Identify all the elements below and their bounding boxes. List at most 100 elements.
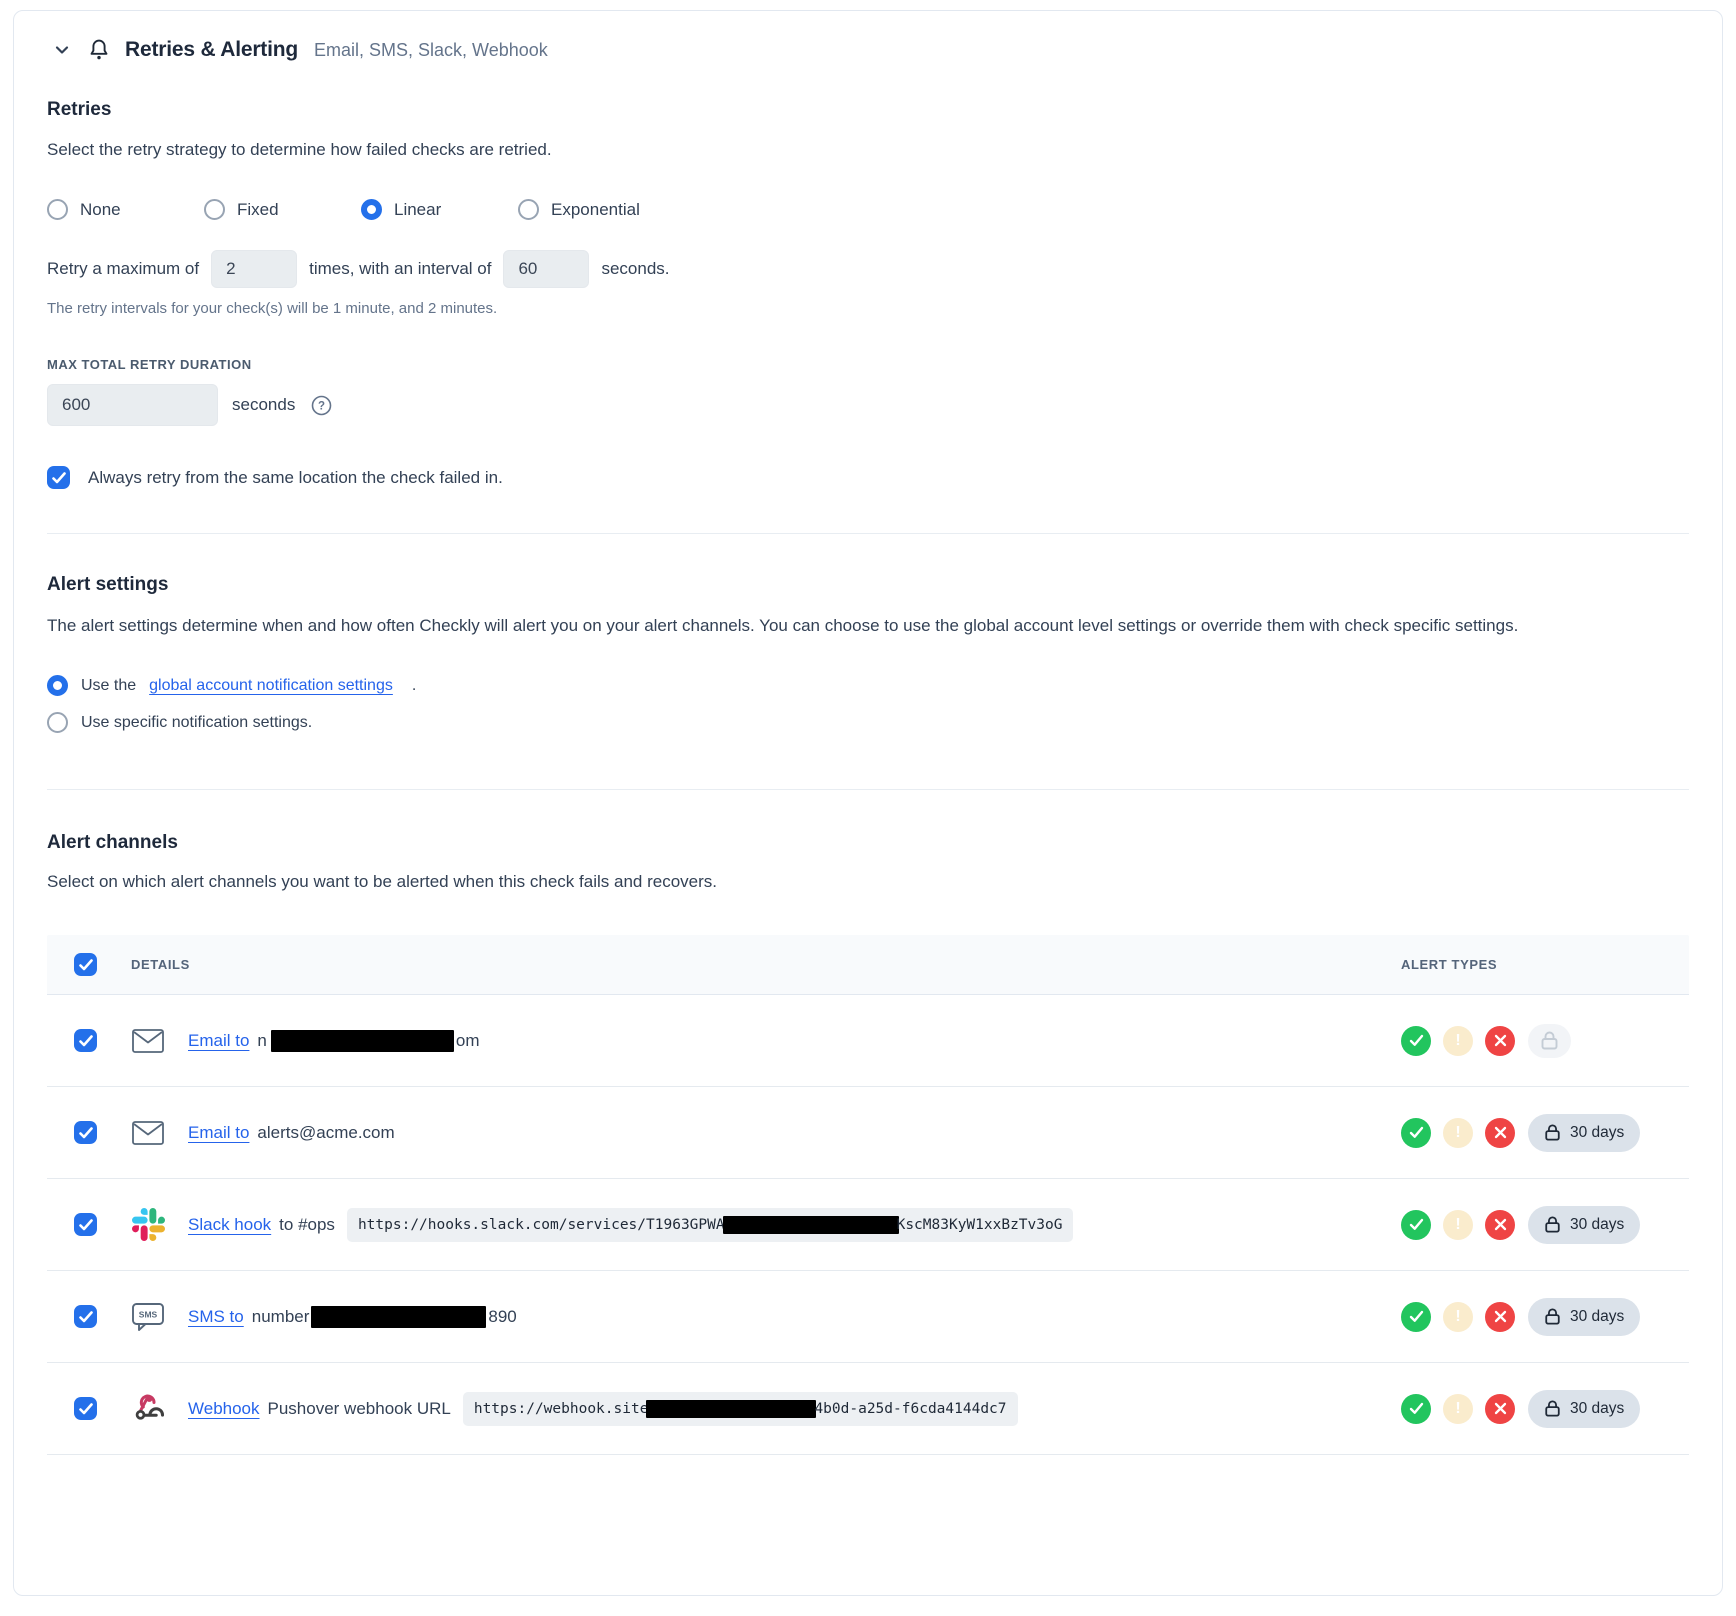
degraded-warning-icon[interactable]: ! (1443, 1209, 1473, 1240)
channel-link[interactable]: Slack hook (188, 1214, 272, 1234)
alert-types-cluster: ! 30 days (1401, 1205, 1651, 1244)
retries-description: Select the retry strategy to determine h… (47, 140, 552, 159)
max-retries-input[interactable] (211, 250, 298, 288)
failure-x-icon[interactable] (1485, 1117, 1515, 1148)
same-location-option[interactable]: Always retry from the same location the … (47, 466, 1689, 489)
bell-icon (87, 37, 111, 63)
table-header-row: DETAILS ALERT TYPES (47, 935, 1689, 995)
collapse-section-button[interactable] (51, 39, 73, 61)
page-title: Retries & Alerting (125, 38, 298, 61)
lock-icon (1545, 1216, 1560, 1233)
failure-x-icon[interactable] (1485, 1301, 1515, 1332)
alert-settings-description: The alert settings determine when and ho… (47, 616, 1519, 635)
radio-icon[interactable] (47, 712, 68, 733)
divider (47, 789, 1689, 790)
row-checkbox[interactable] (74, 1305, 97, 1328)
lock-icon (1545, 1400, 1560, 1417)
channel-link[interactable]: Email to (188, 1030, 250, 1050)
section-header: Retries & Alerting Email, SMS, Slack, We… (47, 37, 1689, 63)
recovery-check-icon[interactable] (1401, 1025, 1431, 1056)
global-notification-settings-link[interactable]: global account notification settings (149, 676, 393, 694)
failure-x-icon[interactable] (1485, 1393, 1515, 1424)
table-row-sms: SMS SMS to number 890 ! 30 days (47, 1271, 1689, 1363)
svg-text:SMS: SMS (139, 1309, 158, 1319)
retry-strategy-group: None Fixed Linear Exponential (47, 199, 1689, 220)
radio-icon-selected[interactable] (47, 675, 68, 696)
retry-interval-input[interactable] (503, 250, 590, 288)
radio-icon-selected[interactable] (361, 199, 382, 220)
ssl-retention-pill[interactable]: 30 days (1528, 1297, 1641, 1336)
ssl-retention-pill[interactable]: 30 days (1528, 1113, 1641, 1152)
recovery-check-icon[interactable] (1401, 1209, 1431, 1240)
degraded-warning-icon[interactable]: ! (1443, 1393, 1473, 1424)
redacted-text (646, 1399, 817, 1418)
alert-settings-heading: Alert settings (47, 574, 169, 595)
recovery-check-icon[interactable] (1401, 1393, 1431, 1424)
use-specific-settings-option[interactable]: Use specific notification settings. (47, 712, 1689, 733)
page-subtitle: Email, SMS, Slack, Webhook (314, 39, 548, 60)
recovery-check-icon[interactable] (1401, 1301, 1431, 1332)
max-duration-input[interactable] (47, 384, 218, 426)
degraded-warning-icon[interactable]: ! (1443, 1117, 1473, 1148)
radio-icon[interactable] (518, 199, 539, 220)
table-row-email-1: Email to n om ! (47, 995, 1689, 1087)
retry-strategy-fixed[interactable]: Fixed (204, 199, 361, 220)
channel-link[interactable]: SMS to (188, 1306, 244, 1326)
select-all-checkbox[interactable] (74, 953, 97, 976)
use-global-settings-option[interactable]: Use the global account notification sett… (47, 675, 1689, 696)
divider (47, 533, 1689, 534)
same-location-label: Always retry from the same location the … (88, 467, 503, 487)
ssl-lock-muted-icon[interactable] (1528, 1023, 1571, 1058)
recovery-check-icon[interactable] (1401, 1117, 1431, 1148)
webhook-url-code: https://webhook.site 4b0d-a25d-f6cda4144d… (462, 1391, 1018, 1426)
lock-icon (1545, 1124, 1560, 1141)
failure-x-icon[interactable] (1485, 1025, 1515, 1056)
ssl-retention-pill[interactable]: 30 days (1528, 1389, 1641, 1428)
channel-link[interactable]: Webhook (188, 1398, 260, 1418)
chevron-down-icon (54, 42, 70, 58)
degraded-warning-icon[interactable]: ! (1443, 1025, 1473, 1056)
webhook-url-code: https://hooks.slack.com/services/T1963GP… (346, 1207, 1074, 1242)
svg-text:?: ? (318, 400, 325, 412)
retry-sentence: Retry a maximum of times, with an interv… (47, 250, 1689, 288)
ssl-retention-pill[interactable]: 30 days (1528, 1205, 1641, 1244)
redacted-text (722, 1215, 899, 1234)
radio-icon[interactable] (47, 199, 68, 220)
row-checkbox[interactable] (74, 1121, 97, 1144)
alert-types-cluster: ! 30 days (1401, 1297, 1651, 1336)
table-row-webhook: Webhook Pushover webhook URL https://web… (47, 1363, 1689, 1455)
channel-link[interactable]: Email to (188, 1122, 250, 1142)
webhook-icon (130, 1392, 166, 1425)
alert-types-cluster: ! 30 days (1401, 1389, 1651, 1428)
degraded-warning-icon[interactable]: ! (1443, 1301, 1473, 1332)
row-checkbox[interactable] (74, 1029, 97, 1052)
row-checkbox[interactable] (74, 1397, 97, 1420)
retry-strategy-exponential[interactable]: Exponential (518, 199, 675, 220)
max-duration-label: MAX TOTAL RETRY DURATION (47, 357, 252, 372)
alert-channels-table: DETAILS ALERT TYPES Email to n om ! (47, 935, 1689, 1455)
alert-channels-description: Select on which alert channels you want … (47, 872, 717, 891)
retries-alerting-card: Retries & Alerting Email, SMS, Slack, We… (13, 10, 1723, 1596)
column-header-details: DETAILS (131, 957, 190, 972)
row-checkbox[interactable] (74, 1213, 97, 1236)
email-icon (130, 1120, 166, 1145)
retries-heading: Retries (47, 99, 112, 120)
table-row-email-2: Email to alerts@acme.com ! 30 days (47, 1087, 1689, 1179)
retry-strategy-linear[interactable]: Linear (361, 199, 518, 220)
alert-types-cluster: ! (1401, 1023, 1651, 1058)
lock-icon (1545, 1308, 1560, 1325)
alert-channels-heading: Alert channels (47, 832, 178, 853)
checkbox-checked-icon[interactable] (47, 466, 70, 489)
column-header-alert-types: ALERT TYPES (1401, 957, 1498, 972)
slack-icon (130, 1208, 166, 1241)
table-row-slack: Slack hook to #ops https://hooks.slack.c… (47, 1179, 1689, 1271)
redacted-text (311, 1305, 487, 1328)
help-icon[interactable]: ? (311, 395, 332, 416)
failure-x-icon[interactable] (1485, 1209, 1515, 1240)
email-icon (130, 1028, 166, 1053)
retry-strategy-none[interactable]: None (47, 199, 204, 220)
retry-intervals-helper: The retry intervals for your check(s) wi… (47, 300, 498, 317)
redacted-text (270, 1029, 454, 1052)
max-duration-row: seconds ? (47, 384, 1689, 426)
radio-icon[interactable] (204, 199, 225, 220)
